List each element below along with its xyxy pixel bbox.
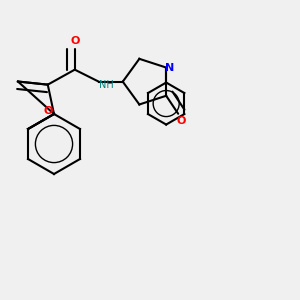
Text: O: O [176, 116, 186, 126]
Text: O: O [43, 106, 53, 116]
Text: NH: NH [99, 80, 114, 90]
Text: O: O [70, 36, 80, 46]
Text: N: N [165, 62, 174, 73]
